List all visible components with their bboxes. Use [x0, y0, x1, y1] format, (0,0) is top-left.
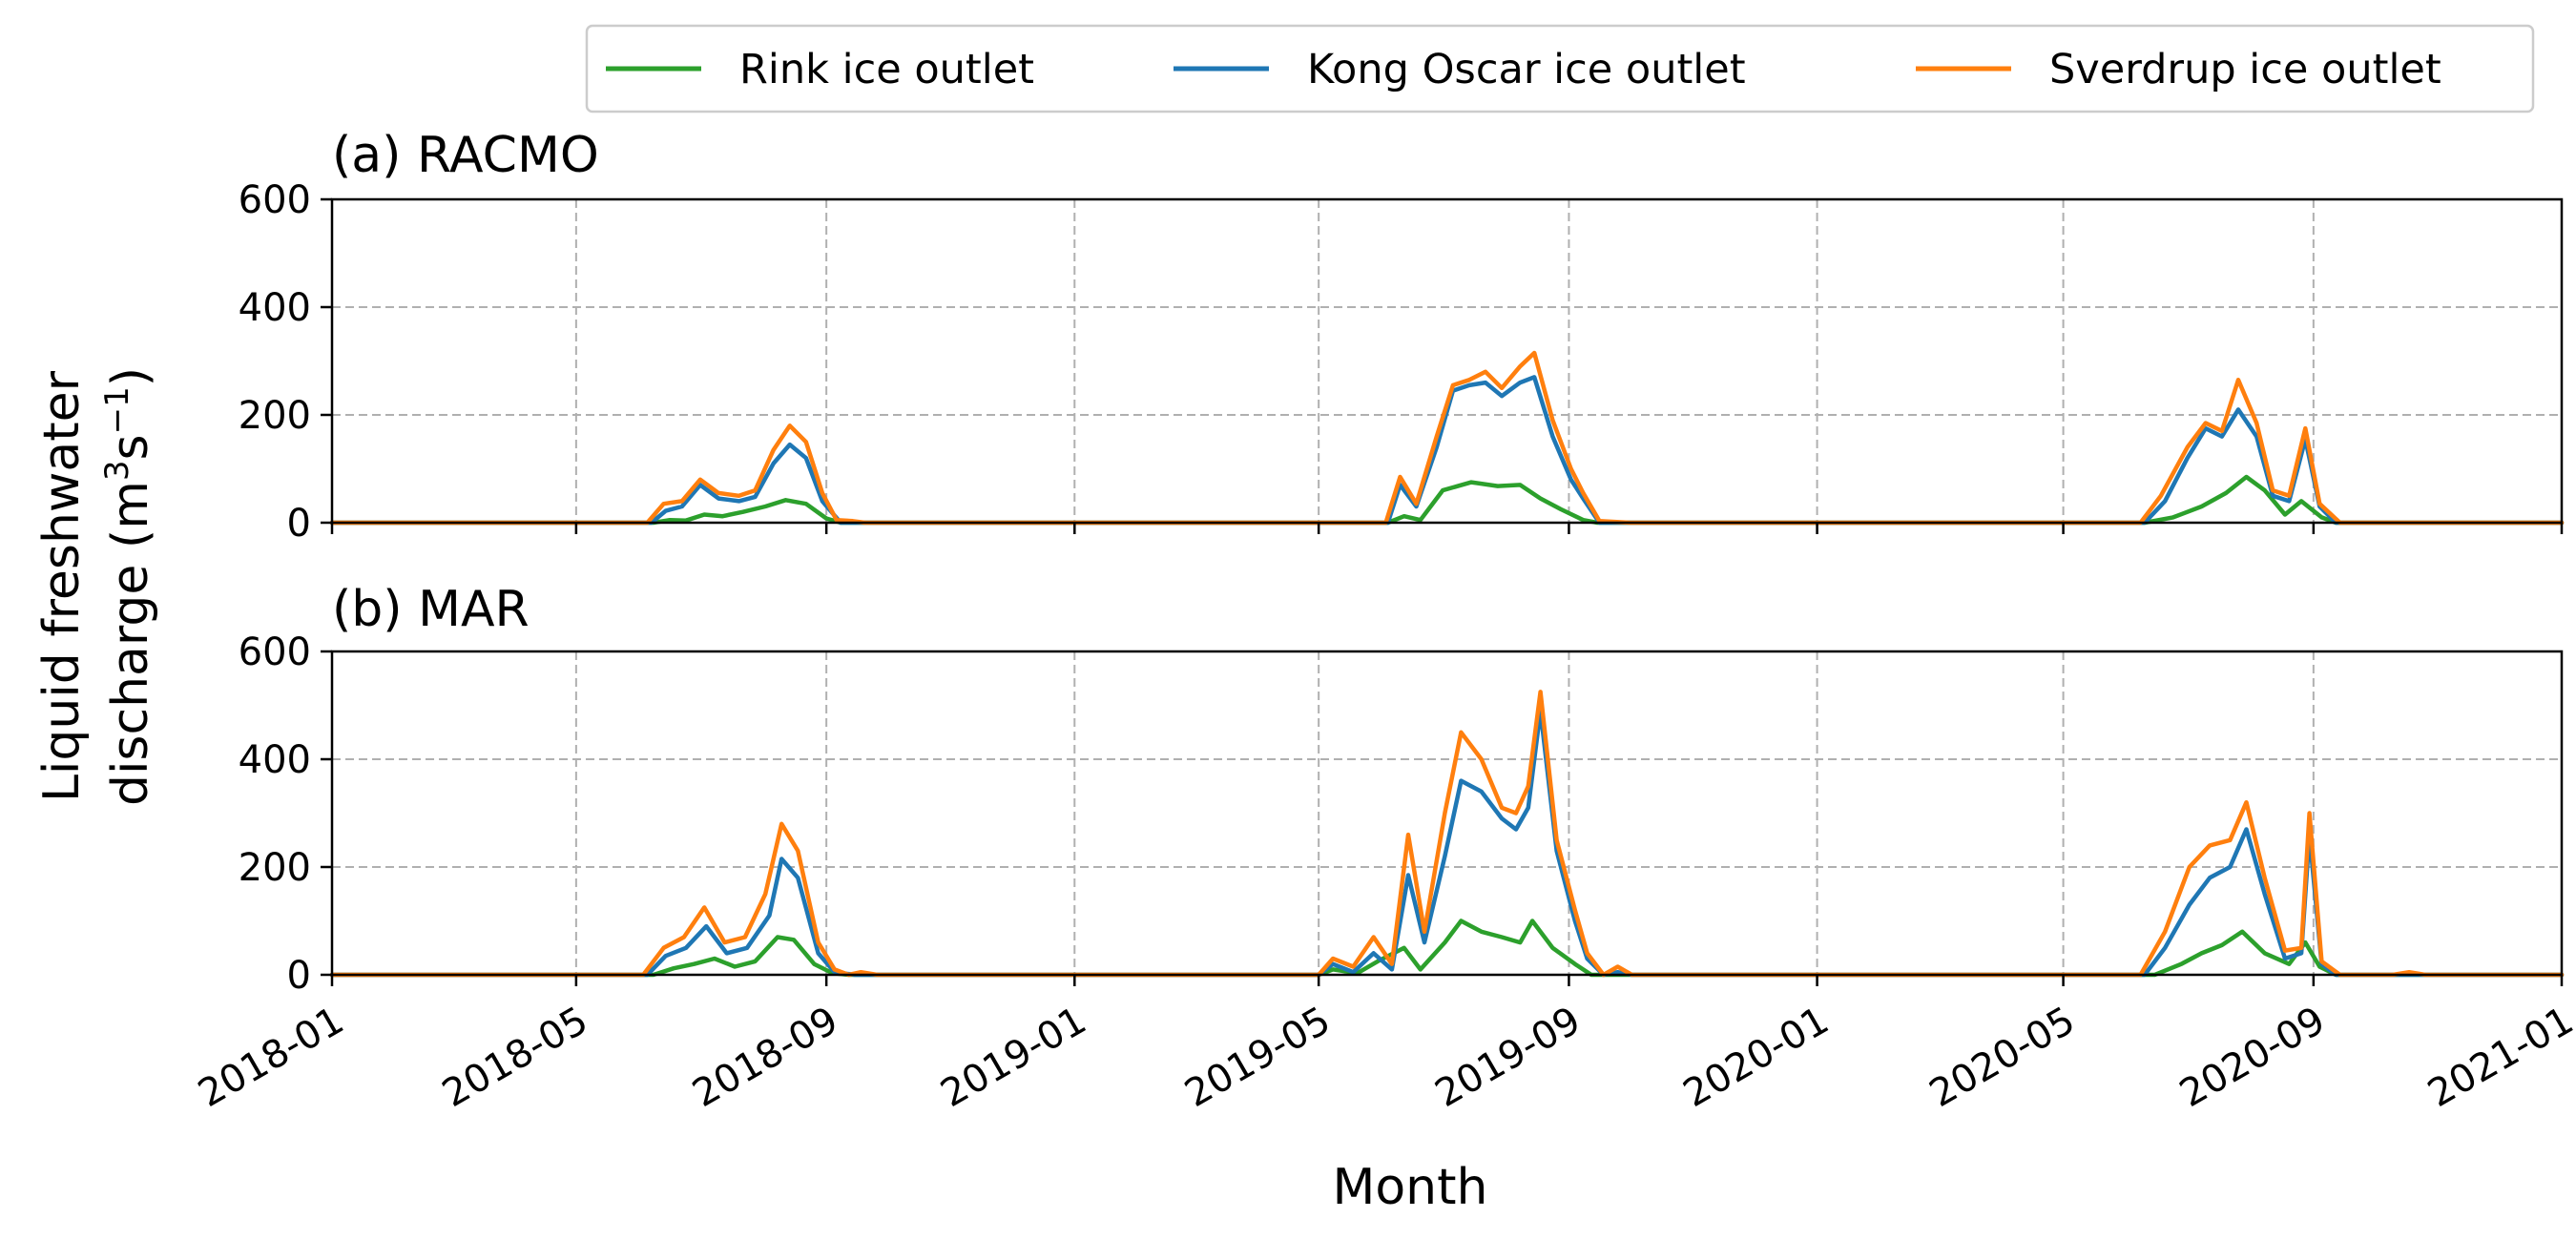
y-tick-label-racmo-400: 400 [239, 286, 311, 330]
panel-racmo: (a) RACMO 0 200 400 600 [239, 127, 2565, 546]
x-tick-label-2019-05: 2019-05 [1177, 999, 1338, 1116]
series-line-mar-sverdrup-ice-outlet [329, 690, 2565, 978]
legend-frame [585, 24, 2535, 114]
x-tick-label-2020-01: 2020-01 [1676, 999, 1837, 1116]
y-tick-label-mar-0: 0 [287, 954, 311, 998]
grid-racmo [332, 199, 2562, 523]
legend-label-sverdrup: Sverdrup ice outlet [2049, 46, 2441, 93]
x-tick-label-2019-01: 2019-01 [934, 999, 1094, 1116]
panel-mar: (b) MAR 0 200 400 600 [239, 581, 2565, 998]
y-axis-label-line1: Liquid freshwater [33, 370, 91, 802]
ticks-racmo: 0 200 400 600 [239, 178, 2564, 546]
series-mar [329, 690, 2565, 978]
series-line-racmo-rink-ice-outlet [329, 474, 2565, 526]
panel-title-mar: (b) MAR [332, 581, 530, 638]
series-line-mar-kong-oscar-ice-outlet [329, 708, 2565, 978]
series-racmo [329, 350, 2565, 526]
plot-frame-mar [330, 650, 2564, 977]
legend-label-kong-oscar: Kong Oscar ice outlet [1307, 46, 1746, 93]
y-tick-label-mar-200: 200 [239, 846, 311, 890]
series-line-racmo-sverdrup-ice-outlet [329, 350, 2565, 526]
x-axis-label: Month [1333, 1159, 1488, 1216]
x-tick-label-2020-09: 2020-09 [2172, 999, 2333, 1116]
y-tick-label-racmo-600: 600 [239, 178, 311, 222]
y-tick-label-mar-400: 400 [239, 738, 311, 782]
legend: Rink ice outlet Kong Oscar ice outlet Sv… [585, 24, 2535, 114]
series-line-racmo-kong-oscar-ice-outlet [329, 375, 2565, 526]
legend-label-rink: Rink ice outlet [739, 46, 1034, 93]
x-tick-label-2018-01: 2018-01 [191, 999, 351, 1116]
y-axis-label: Liquid freshwater discharge (m3s−1) [33, 367, 159, 806]
x-tick-label-2020-05: 2020-05 [1922, 999, 2083, 1116]
panel-title-racmo: (a) RACMO [332, 127, 599, 184]
y-axis-label-line2: discharge (m3s−1) [98, 367, 159, 806]
series-line-mar-rink-ice-outlet [329, 919, 2565, 978]
x-tick-label-2018-09: 2018-09 [685, 999, 845, 1116]
plot-frame-racmo [330, 197, 2564, 525]
x-tick-labels: 2018-01 2018-05 2018-09 2019-01 2019-05 2019-… [191, 999, 2576, 1116]
x-tick-label-2019-09: 2019-09 [1428, 999, 1589, 1116]
ticks-mar: 0 200 400 600 [239, 630, 2564, 998]
y-tick-label-mar-600: 600 [239, 630, 311, 674]
y-tick-label-racmo-0: 0 [287, 502, 311, 546]
x-tick-label-2018-05: 2018-05 [435, 999, 595, 1116]
x-tick-label-2021-01: 2021-01 [2420, 999, 2576, 1116]
y-tick-label-racmo-200: 200 [239, 394, 311, 438]
